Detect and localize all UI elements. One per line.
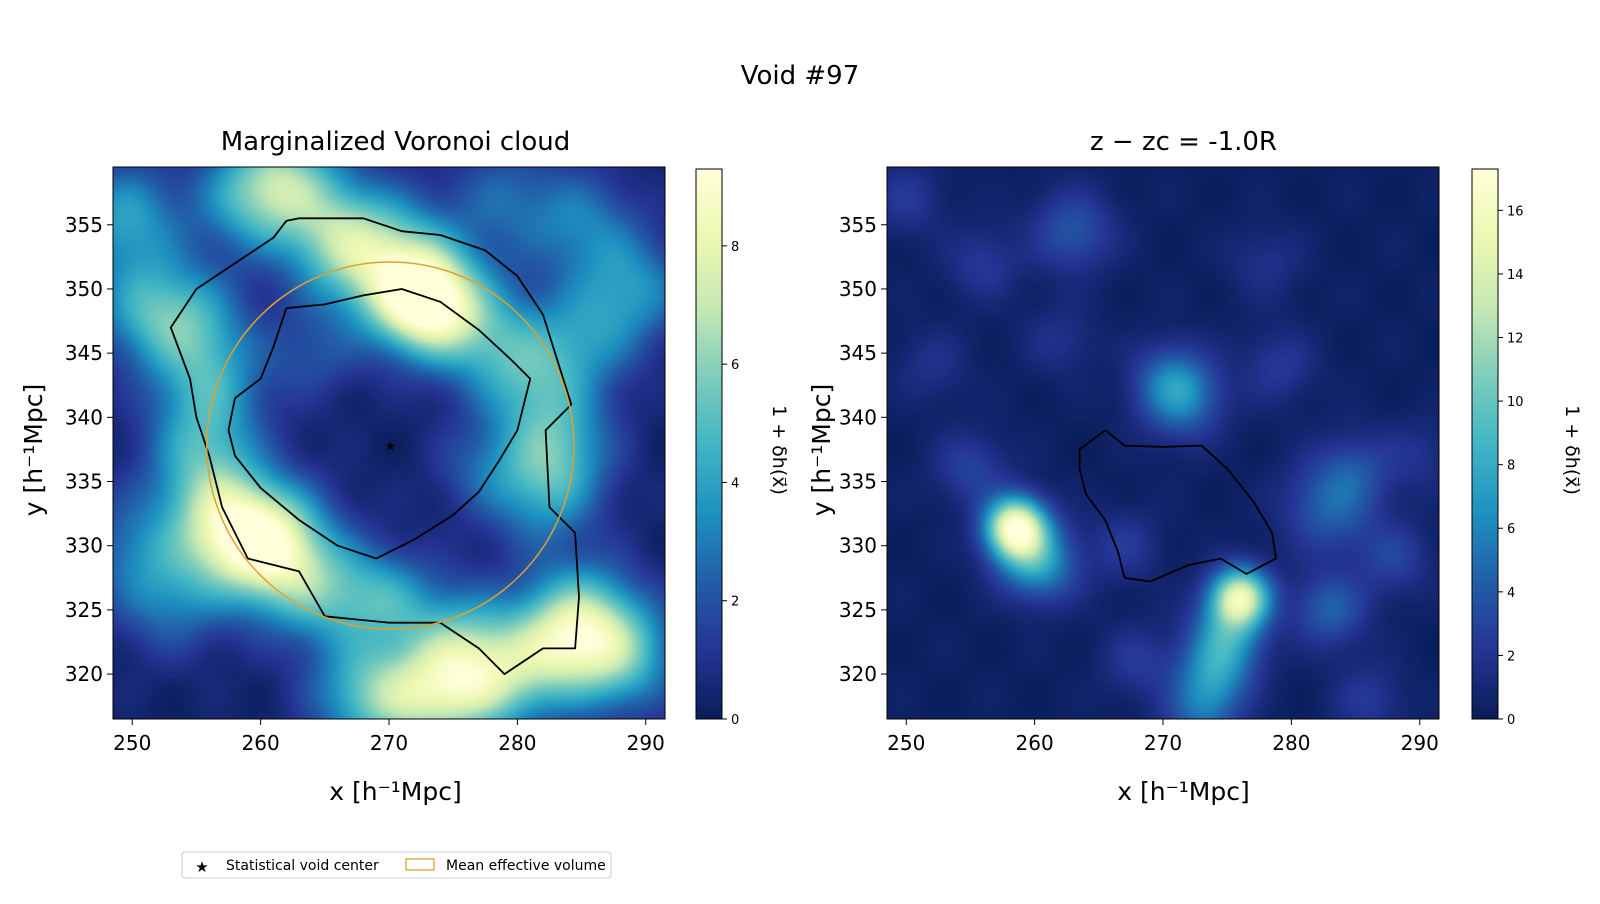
colorbar-tick-label: 10 <box>1507 395 1524 410</box>
colorbar: 0 2 4 6 8 10 12 14 16 <box>1471 168 1524 728</box>
void-boundary-contour <box>169 217 580 675</box>
y-tick-label: 320 <box>65 662 103 686</box>
figure-title: Void #97 <box>741 61 860 91</box>
y-axis-label: y [h⁻¹Mpc] <box>807 384 836 517</box>
colorbar-label: 1 + δh(x⃗) <box>768 405 790 495</box>
colorbar-tick-label: 6 <box>731 358 739 373</box>
x-tick-label: 290 <box>1401 731 1439 755</box>
y-tick-label: 350 <box>839 277 877 301</box>
x-tick-label: 280 <box>498 731 536 755</box>
y-tick-label: 330 <box>65 534 103 558</box>
x-tick-label: 250 <box>113 731 151 755</box>
y-tick-label: 335 <box>839 470 877 494</box>
panel-title: z − zc = -1.0R <box>1090 127 1277 157</box>
legend-frame <box>181 851 612 879</box>
panel-slice: z − zc = -1.0R 250 260 270 280 2903203253303… <box>807 127 1583 806</box>
legend-label-void-center: Statistical void center <box>226 858 379 874</box>
x-axis-label: x [h⁻¹Mpc] <box>1117 777 1250 806</box>
axis-ticks: 250 260 270 280 290 320 325 330 335 340 345 350 355 <box>839 213 1439 755</box>
colorbar-tick-label: 4 <box>1507 586 1515 601</box>
colorbar-tick-label: 8 <box>1507 459 1515 474</box>
colorbar-tick-label: 4 <box>731 476 739 491</box>
plot-frame <box>886 166 1440 720</box>
x-tick-label: 270 <box>370 731 408 755</box>
x-tick-label: 250 <box>887 731 925 755</box>
colorbar-tick-label: 0 <box>1507 713 1515 728</box>
colorbar-tick-label: 0 <box>731 713 739 728</box>
colorbar-tick-label: 12 <box>1507 331 1524 346</box>
density-heatmap <box>887 167 1439 719</box>
colorbar-tick-label: 2 <box>731 595 739 610</box>
y-tick-label: 345 <box>839 341 877 365</box>
x-tick-label: 280 <box>1272 731 1310 755</box>
void-boundary-contour <box>227 288 532 560</box>
colorbar-tick-label: 2 <box>1507 649 1515 664</box>
y-tick-label: 320 <box>839 662 877 686</box>
axis-ticks: 250 260 270 280 290 320 325 330 335 340 345 350 355 <box>65 213 665 755</box>
y-tick-label: 325 <box>839 598 877 622</box>
colorbar-tick-label: 14 <box>1507 268 1524 283</box>
colorbar-label: 1 + δh(x⃗) <box>1561 405 1583 495</box>
y-tick-label: 325 <box>65 598 103 622</box>
y-tick-label: 340 <box>65 405 103 429</box>
plot-frame <box>112 166 666 720</box>
y-axis-label: y [h⁻¹Mpc] <box>19 384 48 517</box>
colorbar-tick-label: 16 <box>1507 204 1524 219</box>
x-tick-label: 270 <box>1144 731 1182 755</box>
legend-volume-swatch-icon <box>405 858 435 871</box>
y-tick-label: 355 <box>65 213 103 237</box>
x-axis-label: x [h⁻¹Mpc] <box>329 777 462 806</box>
y-tick-label: 330 <box>839 534 877 558</box>
panel-voronoi: Marginalized Voronoi cloud 250 260 270 280 2… <box>19 127 790 806</box>
colorbar-tick-label: 8 <box>731 240 739 255</box>
mean-effective-volume-circle <box>205 261 575 630</box>
legend: ★ Statistical void center Mean effective… <box>181 851 612 879</box>
y-tick-label: 345 <box>65 341 103 365</box>
legend-label-effective-volume: Mean effective volume <box>446 858 606 874</box>
void-boundary-contour <box>1078 429 1277 583</box>
x-tick-label: 260 <box>1016 731 1054 755</box>
colorbar: 0 2 4 6 8 <box>695 168 739 728</box>
void-center-star-icon: ★ <box>384 440 396 455</box>
y-tick-label: 340 <box>839 405 877 429</box>
y-tick-label: 335 <box>65 470 103 494</box>
x-tick-label: 260 <box>242 731 280 755</box>
colorbar-gradient <box>695 168 723 720</box>
y-tick-label: 355 <box>839 213 877 237</box>
y-tick-label: 350 <box>65 277 103 301</box>
x-tick-label: 290 <box>627 731 665 755</box>
colorbar-tick-label: 6 <box>1507 522 1515 537</box>
panel-title: Marginalized Voronoi cloud <box>221 127 571 157</box>
colorbar-gradient <box>1471 168 1499 720</box>
legend-star-icon: ★ <box>195 858 208 876</box>
